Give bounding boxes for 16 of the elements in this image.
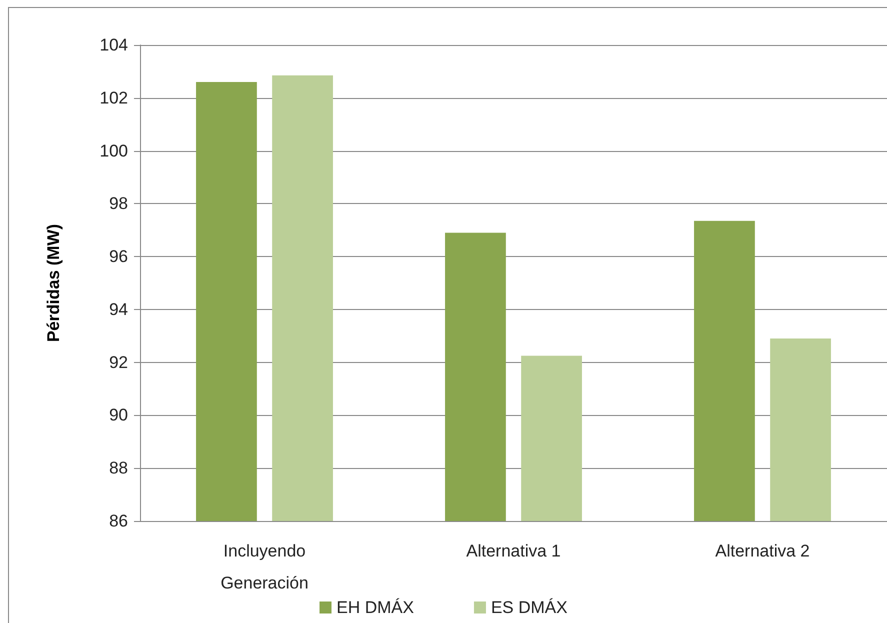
y-tick-label: 88 — [109, 458, 128, 478]
y-tick-label: 96 — [109, 247, 128, 266]
y-tick-label: 98 — [109, 194, 128, 214]
x-tick-label: Alternativa 1 — [466, 542, 561, 560]
y-tick-label: 86 — [109, 512, 128, 530]
legend-label: ES DMÁX — [490, 598, 568, 617]
y-tick-label: 94 — [109, 300, 128, 319]
y-tick-label: 90 — [109, 406, 128, 425]
y-tick-label: 102 — [100, 88, 128, 108]
legend-label: EH DMÁX — [336, 598, 414, 617]
y-tick-label: 92 — [109, 352, 128, 372]
y-tick-label: 100 — [100, 141, 128, 160]
x-tick-label: Incluyendo Generación — [220, 542, 308, 592]
y-tick-label: 104 — [100, 36, 128, 54]
x-tick-label: Alternativa 2 — [715, 542, 810, 560]
y-axis-title: Pérdidas (MW) — [44, 224, 63, 342]
